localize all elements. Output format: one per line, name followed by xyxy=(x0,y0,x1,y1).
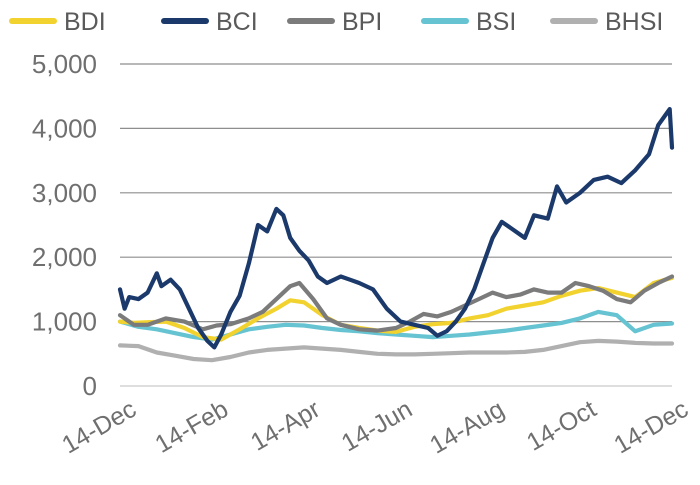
y-tick-label: 0 xyxy=(83,371,97,401)
y-tick-label: 3,000 xyxy=(32,178,97,208)
gridlines xyxy=(120,63,672,387)
legend-label-bdi: BDI xyxy=(64,8,106,36)
legend-label-bhsi: BHSI xyxy=(605,8,663,36)
x-axis: 14-Dec 14-Feb 14-Apr 14-Jun 14-Aug 14-Oct 14-D… xyxy=(57,395,693,460)
x-tick-label: 14-Apr xyxy=(246,395,325,457)
y-tick-label: 4,000 xyxy=(32,113,97,143)
y-tick-label: 1,000 xyxy=(32,307,97,337)
series-line-bpi xyxy=(117,274,675,333)
x-tick-label: 14-Oct xyxy=(522,395,601,457)
series-line-bhsi xyxy=(117,338,675,363)
x-tick-label: 14-Dec xyxy=(609,395,693,460)
x-tick-label: 14-Dec xyxy=(57,395,141,460)
series-line-bci xyxy=(117,106,675,350)
plot-area xyxy=(117,106,675,363)
y-tick-label: 2,000 xyxy=(32,242,97,272)
legend-label-bsi: BSI xyxy=(476,8,516,36)
x-tick-label: 14-Feb xyxy=(150,395,233,459)
legend: BDI BCI BPI BSI BHSI xyxy=(9,8,663,36)
legend-label-bpi: BPI xyxy=(342,8,382,36)
x-tick-label: 14-Jun xyxy=(337,395,417,457)
y-tick-label: 5,000 xyxy=(32,49,97,79)
x-tick-label: 14-Aug xyxy=(425,395,509,460)
legend-label-bci: BCI xyxy=(216,8,258,36)
y-axis: 0 1,000 2,000 3,000 4,000 5,000 xyxy=(32,49,97,401)
